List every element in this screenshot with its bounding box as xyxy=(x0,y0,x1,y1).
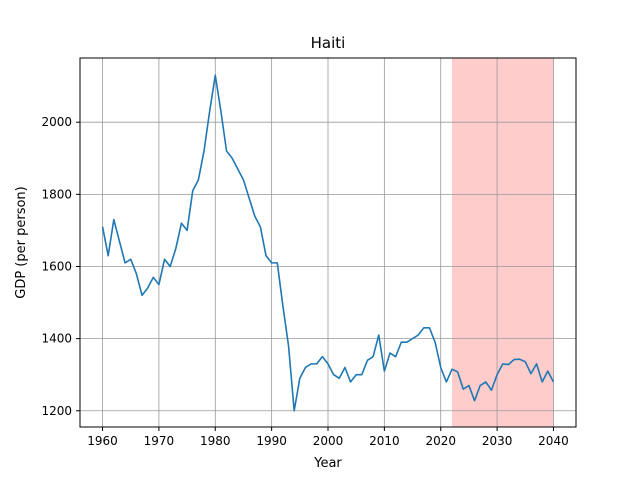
x-tick-label: 1960 xyxy=(87,434,118,448)
x-tick-label: 1970 xyxy=(144,434,175,448)
y-tick-label: 2000 xyxy=(41,115,72,129)
x-tick-label: 2030 xyxy=(482,434,513,448)
x-tick-label: 2040 xyxy=(538,434,569,448)
x-tick-label: 2020 xyxy=(425,434,456,448)
y-tick-label: 1200 xyxy=(41,404,72,418)
x-axis-label: Year xyxy=(313,456,342,471)
series-line xyxy=(101,74,555,412)
x-tick-label: 2000 xyxy=(313,434,344,448)
x-tick-label: 1990 xyxy=(256,434,287,448)
x-tick-label: 2010 xyxy=(369,434,400,448)
y-tick-label: 1400 xyxy=(41,332,72,346)
y-tick-label: 1600 xyxy=(41,259,72,273)
y-axis-label: GDP (per person) xyxy=(14,186,29,299)
x-tick-label: 1980 xyxy=(200,434,231,448)
y-tick-label: 1800 xyxy=(41,187,72,201)
chart-title: Haiti xyxy=(311,34,346,52)
